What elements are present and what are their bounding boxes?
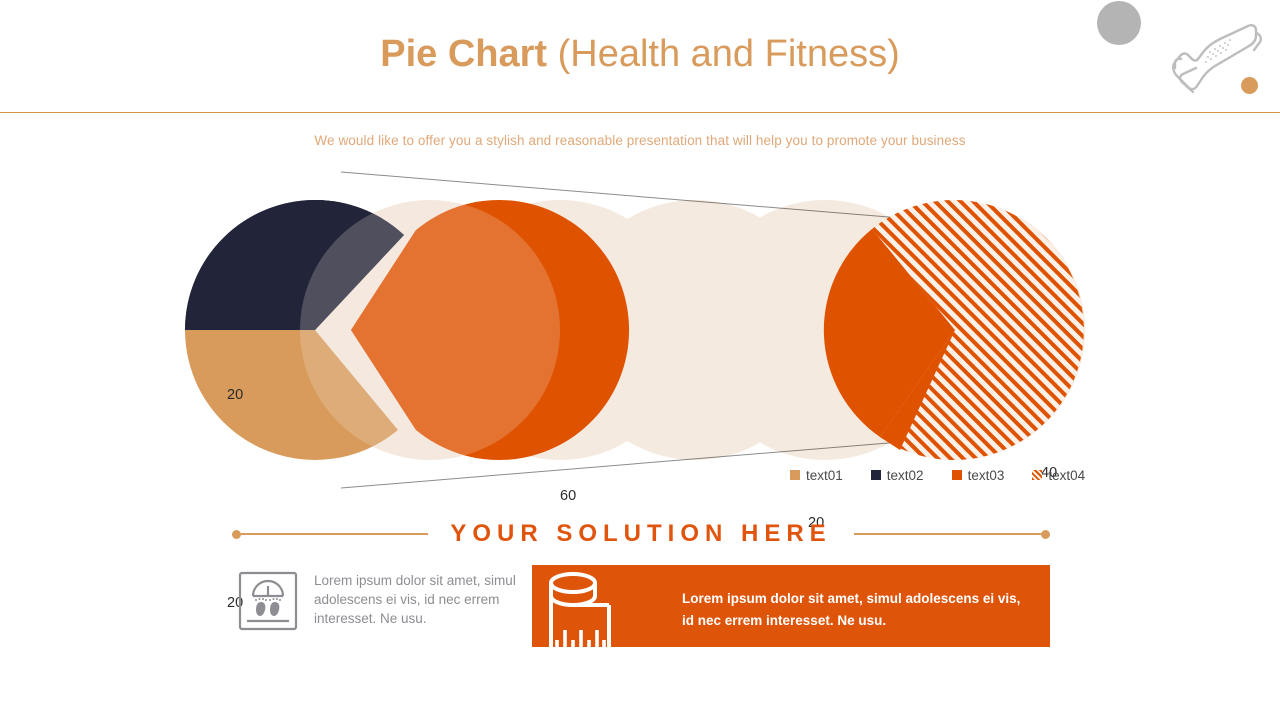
band-dot-right-icon bbox=[1041, 529, 1051, 539]
legend-swatch-hatch-icon bbox=[1032, 470, 1043, 480]
feature-right-text: Lorem ipsum dolor sit amet, simul adoles… bbox=[682, 591, 1021, 628]
solution-heading: YOUR SOLUTION HERE bbox=[450, 520, 832, 547]
chart-value-label: 40 bbox=[1041, 465, 1058, 481]
chart-value-label: 60 bbox=[560, 488, 577, 504]
tan-dot-icon bbox=[1241, 77, 1258, 94]
pie-chart-figure: 20 20 60 20 40 bbox=[0, 160, 1280, 611]
legend-label: text01 bbox=[806, 467, 843, 483]
funnel-circle-overlay bbox=[300, 200, 560, 460]
pie-slice-text01 bbox=[185, 330, 398, 460]
right-pie bbox=[823, 200, 1084, 461]
pie-slice-text03-exploded bbox=[351, 200, 630, 460]
legend-item-text02[interactable]: text02 bbox=[870, 467, 924, 483]
legend-swatch-icon bbox=[870, 470, 881, 480]
chart-value-label: 20 bbox=[227, 387, 244, 403]
chart-legend: text01 text02 text03 text04 bbox=[790, 466, 1085, 484]
legend-label: text04 bbox=[1048, 467, 1086, 483]
feature-block-right: Lorem ipsum dolor sit amet, simul adoles… bbox=[532, 565, 1050, 652]
page-title-light: (Health and Fitness) bbox=[557, 33, 900, 75]
weight-scale-icon bbox=[238, 571, 298, 631]
page-title: Pie Chart (Health and Fitness) bbox=[0, 28, 1280, 80]
measuring-tape-icon bbox=[549, 572, 611, 652]
pie-slice-text03-right bbox=[823, 229, 955, 437]
legend-label: text03 bbox=[967, 467, 1005, 483]
legend-item-text03[interactable]: text03 bbox=[951, 467, 1005, 483]
running-shoe-icon bbox=[1172, 24, 1262, 94]
band-line-left bbox=[241, 533, 429, 535]
solution-divider: YOUR SOLUTION HERE bbox=[232, 515, 1051, 553]
left-pie bbox=[185, 199, 630, 460]
legend-item-text01[interactable]: text01 bbox=[790, 468, 843, 483]
band-dot-left-icon bbox=[232, 529, 241, 539]
page-title-strong: Pie Chart bbox=[380, 33, 548, 75]
pie-slice-text02-main bbox=[185, 200, 398, 330]
pie-chart-graphic bbox=[185, 171, 1085, 489]
pie-slice-text03-right-tip bbox=[880, 330, 955, 450]
legend-swatch-icon bbox=[790, 470, 800, 480]
page-subtitle: We would like to offer you a stylish and… bbox=[314, 133, 966, 148]
chart-value-label: 20 bbox=[808, 515, 825, 531]
feature-block-left: Lorem ipsum dolor sit amet, simul adoles… bbox=[236, 569, 516, 644]
feature-left-text: Lorem ipsum dolor sit amet, simul adoles… bbox=[314, 573, 516, 626]
band-line-right bbox=[853, 533, 1042, 535]
legend-swatch-icon bbox=[951, 470, 962, 480]
legend-item-text04[interactable]: text04 bbox=[1032, 468, 1085, 483]
header-divider bbox=[0, 112, 1280, 113]
gray-circle-icon bbox=[1097, 1, 1141, 45]
legend-label: text02 bbox=[886, 467, 924, 483]
